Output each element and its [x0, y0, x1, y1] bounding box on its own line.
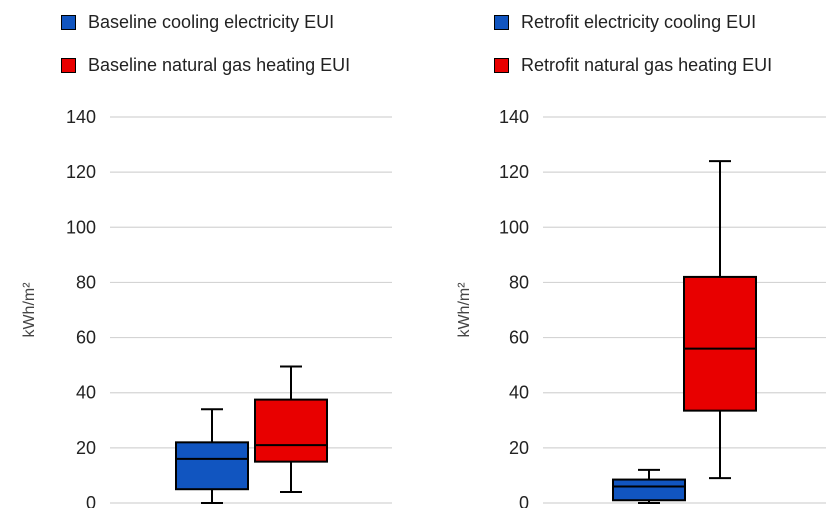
y-tick-label: 60	[76, 328, 96, 348]
y-tick-label: 100	[499, 217, 529, 237]
y-tick-label: 120	[66, 162, 96, 182]
legend-swatch-red	[494, 58, 509, 73]
y-tick-label: 80	[76, 272, 96, 292]
legend-swatch-blue	[494, 15, 509, 30]
y-tick-label: 140	[66, 107, 96, 127]
iqr-box	[175, 441, 249, 491]
y-tick-label: 20	[76, 438, 96, 458]
chart-panel-1: 0 20 40 60 80 100 120 140 kWh/m²	[21, 107, 392, 508]
legend-label: Retrofit natural gas heating EUI	[521, 55, 773, 75]
y-tick-label: 120	[499, 162, 529, 182]
y-tick-label: 40	[76, 383, 96, 403]
y-tick-label: 0	[86, 493, 96, 508]
y-tick-label: 0	[519, 493, 529, 508]
legend-swatch-blue	[61, 15, 76, 30]
box-heating	[683, 160, 757, 480]
iqr-box	[612, 478, 686, 502]
y-tick-label: 60	[509, 328, 529, 348]
legend-label: Baseline cooling electricity EUI	[88, 12, 335, 32]
iqr-box	[254, 398, 328, 463]
box-cooling	[175, 408, 249, 504]
legend-label: Retrofit electricity cooling EUI	[521, 12, 757, 32]
y-tick-label: 40	[509, 383, 529, 403]
box-cooling	[612, 468, 686, 504]
y-axis-label: kWh/m²	[21, 282, 38, 338]
chart-panel-2: 0 20 40 60 80 100 120 140 kWh/m²	[456, 107, 826, 508]
iqr-box	[683, 275, 757, 412]
y-tick-label: 100	[66, 217, 96, 237]
y-axis-label: kWh/m²	[456, 282, 473, 338]
y-tick-label: 20	[509, 438, 529, 458]
legend-swatch-red	[61, 58, 76, 73]
y-tick-label: 140	[499, 107, 529, 127]
y-tick-label: 80	[509, 272, 529, 292]
box-heating	[254, 365, 328, 493]
legend-label: Baseline natural gas heating EUI	[88, 55, 351, 75]
